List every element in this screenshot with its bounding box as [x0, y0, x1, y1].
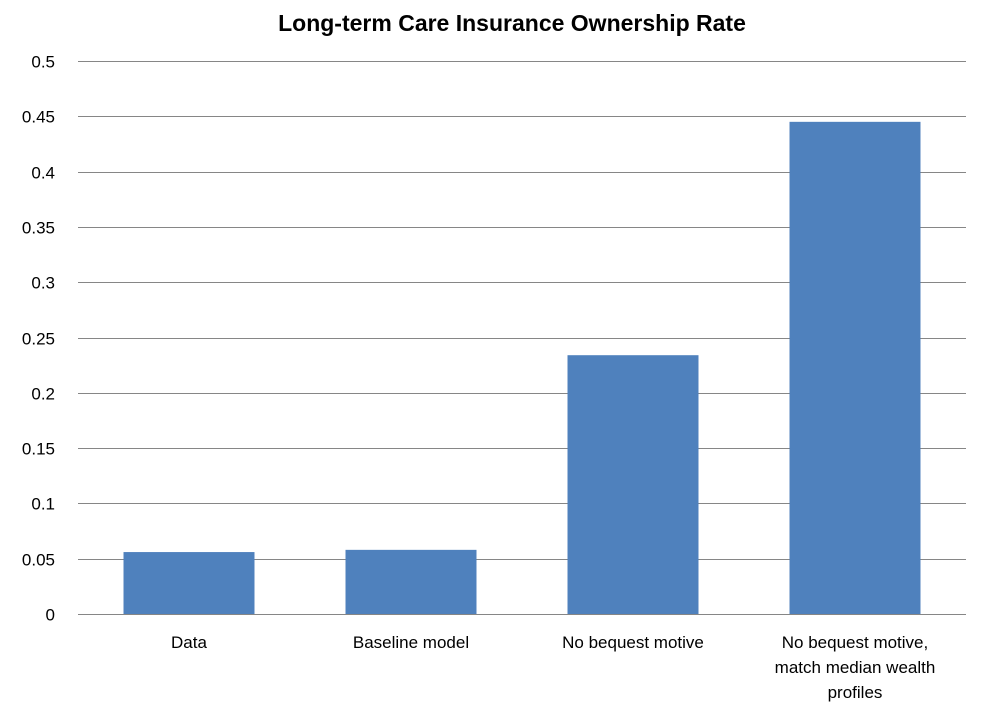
x-category-label: Data	[171, 633, 207, 652]
y-tick-label: 0.45	[22, 108, 55, 127]
y-tick-label: 0.25	[22, 330, 55, 349]
y-tick-label: 0.4	[31, 164, 55, 183]
x-category-label: Baseline model	[353, 633, 469, 652]
x-category-label: No bequest motive	[562, 633, 704, 652]
y-axis-ticks: 0 0.05 0.1 0.15 0.2 0.25 0.3 0.35 0.4 0.45 0.5	[22, 53, 55, 625]
y-tick-label: 0.5	[31, 53, 55, 72]
bar	[789, 121, 921, 614]
bar	[345, 549, 477, 614]
y-tick-label: 0.1	[31, 495, 55, 514]
x-category-label: No bequest motive, match median wealth pro…	[775, 633, 936, 702]
y-tick-label: 0.35	[22, 219, 55, 238]
y-tick-label: 0.3	[31, 274, 55, 293]
y-tick-label: 0.05	[22, 551, 55, 570]
bar	[567, 355, 699, 614]
y-tick-label: 0	[46, 606, 55, 625]
bar	[123, 552, 255, 614]
x-axis-labels: Data Baseline model No bequest motive No be…	[171, 633, 935, 702]
chart-title: Long-term Care Insurance Ownership Rate	[278, 10, 746, 36]
y-tick-label: 0.2	[31, 385, 55, 404]
bars	[123, 121, 921, 614]
y-tick-label: 0.15	[22, 440, 55, 459]
